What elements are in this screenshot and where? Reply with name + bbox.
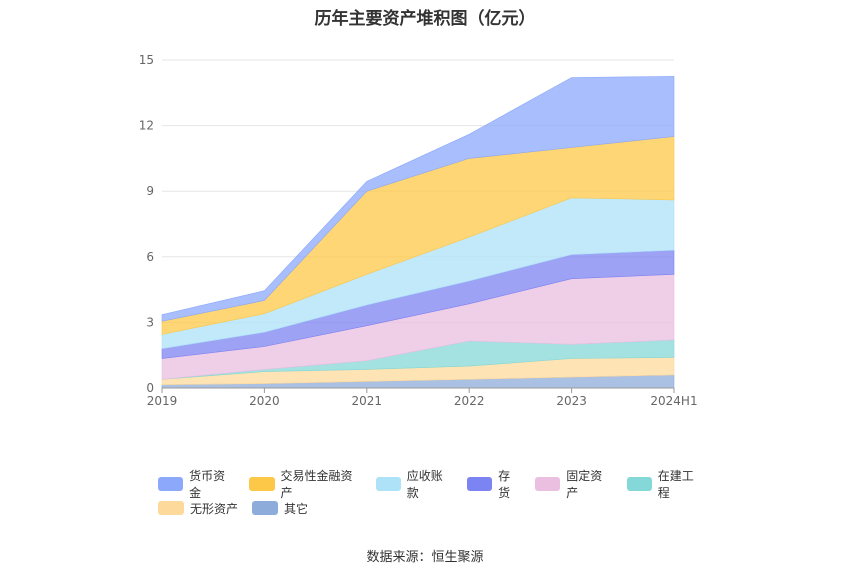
legend-label: 在建工程 — [657, 469, 694, 500]
x-tick-label: 2022 — [454, 394, 485, 408]
area-货币资金 — [161, 76, 675, 322]
y-tick-label: 9 — [146, 184, 154, 198]
legend-item[interactable]: 其它 — [252, 500, 308, 517]
x-tick-label: 2023 — [556, 394, 587, 408]
legend-swatch — [252, 501, 279, 515]
legend-label: 交易性金融资产 — [280, 469, 353, 500]
legend-label: 应收账款 — [406, 469, 443, 500]
legend-label: 货币资金 — [189, 469, 226, 500]
legend-label: 固定资产 — [566, 469, 603, 500]
legend-item[interactable]: 在建工程 — [626, 467, 704, 501]
x-tick-label: 2024H1 — [650, 394, 697, 408]
legend-swatch — [535, 477, 561, 491]
legend-item[interactable]: 货币资金 — [158, 467, 235, 501]
y-tick-label: 0 — [146, 381, 154, 395]
legend-item[interactable]: 应收账款 — [375, 467, 453, 501]
x-tick-label: 2021 — [352, 394, 383, 408]
y-tick-label: 3 — [146, 315, 154, 329]
y-tick-label: 6 — [146, 250, 154, 264]
legend-swatch — [467, 477, 493, 491]
legend-row: 货币资金 交易性金融资产 应收账款 存货 固定资产 在建工程 — [158, 469, 718, 500]
chart-legend: 货币资金 交易性金融资产 应收账款 存货 固定资产 在建工程 无形资产 其它 — [158, 469, 718, 520]
legend-swatch — [375, 477, 401, 491]
legend-label: 无形资产 — [190, 501, 239, 516]
x-tick-label: 2019 — [147, 394, 178, 408]
y-tick-label: 15 — [139, 53, 154, 67]
chart-title: 历年主要资产堆积图（亿元） — [314, 9, 536, 29]
legend-item[interactable]: 固定资产 — [535, 467, 612, 501]
stacked-area-chart: 0 3 6 9 12 15 2019 2020 2021 2022 2023 2024H1 — [139, 53, 698, 408]
legend-label: 存货 — [498, 469, 511, 500]
legend-swatch — [158, 501, 184, 515]
legend-swatch — [249, 477, 275, 491]
legend-swatch — [158, 477, 184, 491]
legend-item[interactable]: 交易性金融资产 — [249, 467, 361, 501]
data-source: 数据来源：恒生聚源 — [366, 550, 484, 565]
legend-item[interactable]: 无形资产 — [158, 500, 238, 517]
x-tick-label: 2020 — [249, 394, 280, 408]
legend-label: 其它 — [284, 501, 309, 516]
legend-row: 无形资产 其它 — [158, 496, 718, 520]
legend-swatch — [626, 477, 652, 491]
legend-item[interactable]: 存货 — [467, 467, 521, 501]
y-tick-label: 12 — [139, 119, 154, 133]
